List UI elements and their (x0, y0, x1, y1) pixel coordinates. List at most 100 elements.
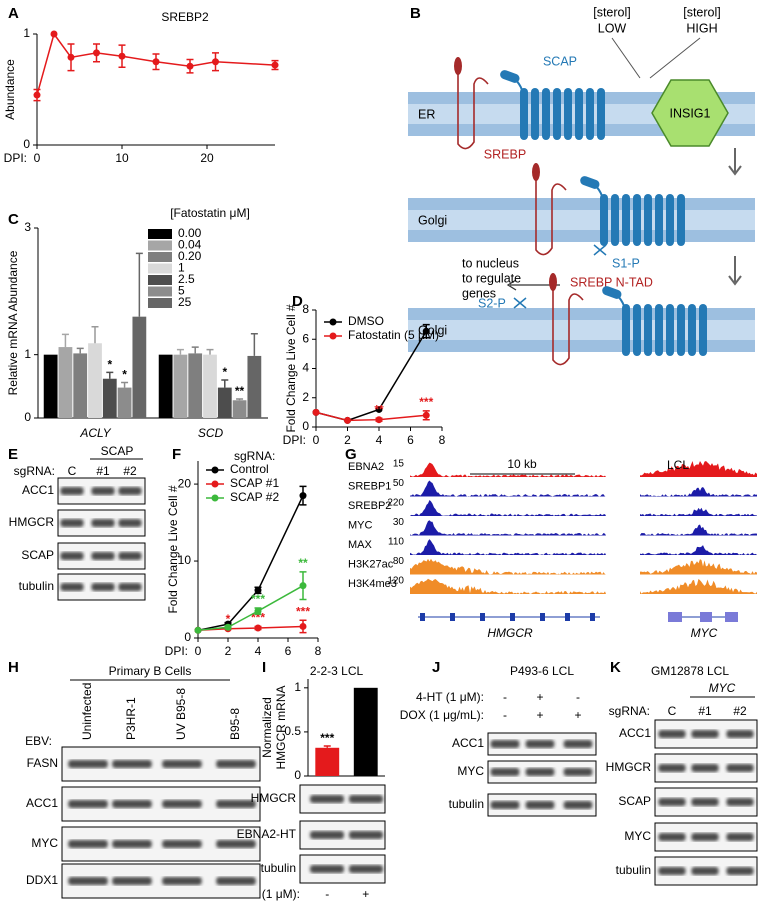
band (112, 877, 152, 885)
series-line (197, 625, 304, 632)
band (60, 583, 84, 591)
error-bar (91, 326, 99, 344)
track-signal (640, 578, 757, 594)
track-name: H3K4me3 (348, 578, 397, 590)
scissors (593, 244, 607, 256)
panel-letter: H (8, 659, 19, 676)
legend-label: Fatostatin (5 μM) (348, 328, 439, 342)
track-name: EBNA2 (348, 461, 384, 473)
point (194, 626, 202, 634)
x-axis-label: DPI: (4, 151, 27, 165)
condition-label: DOX (1 μg/mL): (400, 708, 484, 722)
band (118, 583, 142, 591)
scap-helix (564, 88, 572, 140)
label: ER (418, 107, 435, 121)
legend-marker (329, 318, 337, 326)
golgi-membrane-core (408, 210, 755, 230)
scale-bar-label: 10 kb (507, 457, 537, 471)
x-tick-label: 4 (255, 644, 262, 658)
series-line (315, 411, 427, 422)
band (691, 867, 719, 875)
label: HIGH (686, 21, 717, 35)
error-bar (250, 333, 258, 356)
y-tick-label: 0 (184, 630, 191, 644)
scap-helix (688, 304, 696, 356)
panel-letter: E (8, 446, 18, 463)
point (299, 622, 307, 630)
blot-title: Primary B Cells (109, 664, 192, 678)
significance: ** (235, 384, 245, 398)
row-title: sgRNA: (609, 704, 650, 718)
label: to nucleus (462, 256, 519, 270)
y-tick-label: 0 (294, 768, 301, 782)
column-header: SCAP (101, 444, 134, 458)
legend-label: 0.20 (178, 249, 202, 263)
y-axis-label: Relative mRNA Abundance (6, 250, 20, 395)
panel-letter: F (172, 446, 181, 463)
row-label: MYC (31, 836, 58, 850)
significance: * (222, 365, 227, 379)
row-label: DDX1 (26, 873, 58, 887)
column-label: B95-8 (228, 708, 242, 740)
column-label: UV B95-8 (174, 688, 188, 740)
band (691, 833, 719, 841)
y-tick-label: 8 (302, 302, 309, 316)
band (112, 840, 152, 848)
label: S1-P (612, 256, 640, 270)
label: [sterol] (593, 5, 631, 19)
y-axis-label: Fold Change Live Cell # (284, 304, 298, 432)
band (91, 552, 115, 560)
x-tick-label: ACLY (79, 426, 111, 440)
scap-helix (553, 88, 561, 140)
legend-label: DMSO (348, 314, 384, 328)
band (726, 764, 754, 772)
track-signal (640, 461, 757, 477)
band (563, 740, 593, 748)
band (91, 583, 115, 591)
bar (217, 387, 232, 418)
track-signal (410, 462, 606, 477)
scap-helix (699, 304, 707, 356)
column-label: C (668, 704, 677, 718)
panel-letter: G (345, 446, 357, 463)
legend-label: 0.00 (178, 226, 202, 240)
x-tick-label: 6 (407, 433, 414, 447)
point (422, 327, 430, 335)
gene-label: HMGCR (487, 626, 533, 640)
arrow (728, 148, 742, 176)
point (299, 582, 307, 590)
legend-marker (211, 480, 219, 488)
bar (102, 378, 117, 418)
error-bar (299, 485, 307, 506)
region-label: LCL (667, 458, 689, 472)
band (162, 877, 202, 885)
exon (565, 613, 570, 621)
significance: *** (251, 592, 265, 606)
series-line (197, 585, 304, 632)
track-signal (640, 545, 757, 555)
band (216, 760, 256, 768)
error-bar (221, 379, 229, 388)
point (271, 61, 279, 69)
y-axis-label: Relative Protein (0, 47, 3, 132)
error-bar (212, 52, 219, 72)
column-header: MYC (709, 681, 736, 695)
panel-letter: A (8, 5, 19, 22)
track-signal (640, 559, 757, 575)
band (118, 519, 142, 527)
bar (232, 400, 247, 418)
significance: *** (320, 731, 334, 745)
band (60, 519, 84, 527)
error-bar (152, 53, 160, 71)
track-signal (410, 539, 606, 555)
band (349, 795, 383, 803)
exon (480, 613, 485, 621)
label: S2-P (478, 296, 506, 310)
column-label: #2 (123, 464, 137, 478)
condition-value: + (536, 708, 543, 722)
column-label: P3HR-1 (124, 697, 138, 740)
label: genes (462, 286, 496, 300)
bar (188, 353, 203, 418)
panel-letter: I (262, 659, 266, 676)
scap-helix (597, 88, 605, 140)
